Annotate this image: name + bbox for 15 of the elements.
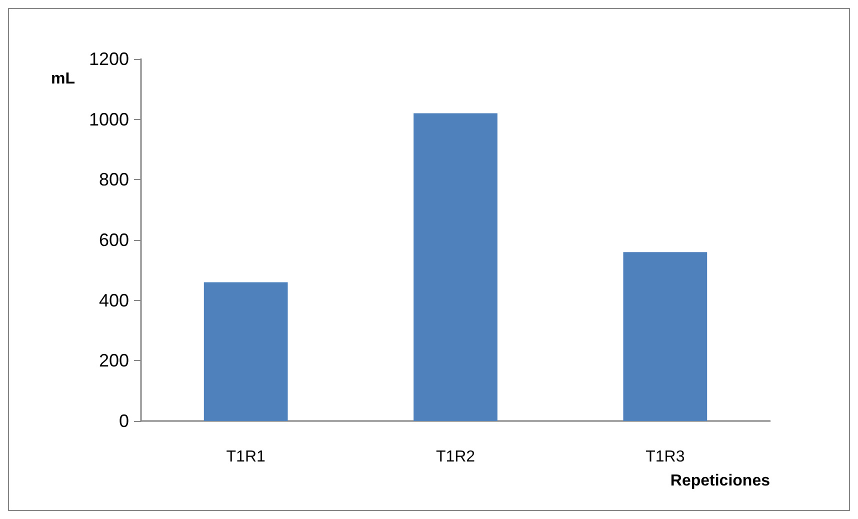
x-axis-title: Repeticiones	[670, 472, 770, 490]
y-tick-label: 400	[98, 290, 129, 310]
y-axis-title: mL	[51, 70, 76, 88]
x-tick-label: T1R1	[226, 448, 266, 466]
y-tick-label: 600	[98, 230, 129, 250]
y-tick-label: 800	[98, 170, 129, 190]
x-tick-label: T1R2	[436, 448, 476, 466]
bar	[414, 113, 498, 421]
bar	[623, 252, 708, 421]
y-tick-label: 1200	[88, 49, 129, 69]
bar	[204, 282, 288, 421]
y-tick-label: 200	[98, 350, 129, 371]
x-tick-label: T1R3	[646, 448, 685, 466]
y-tick-label: 1000	[88, 109, 129, 130]
y-tick-label: 0	[118, 411, 129, 431]
